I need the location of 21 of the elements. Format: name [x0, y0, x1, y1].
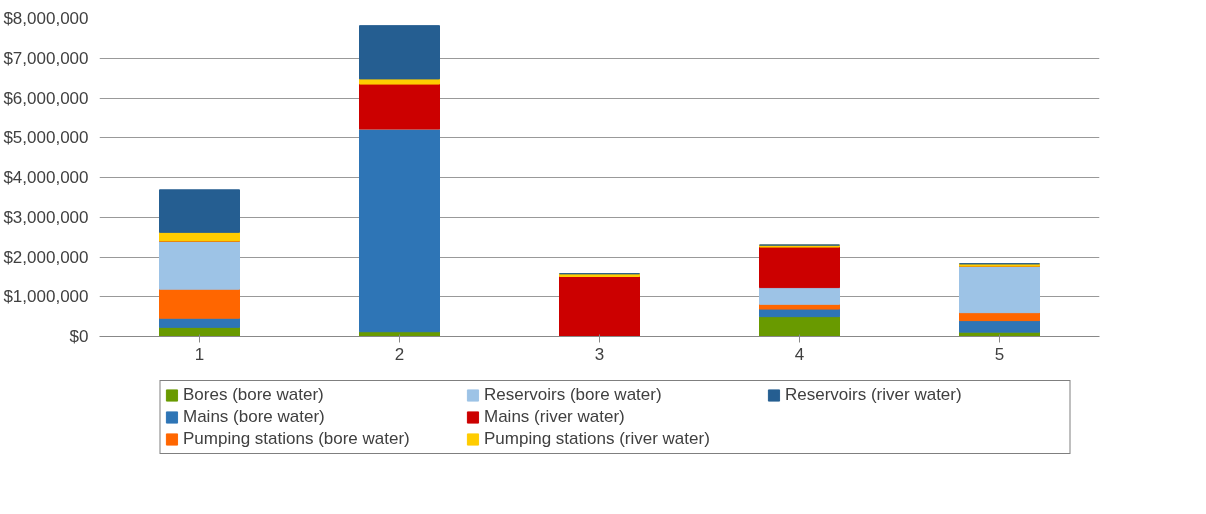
y-tick-label: $8,000,000	[3, 9, 89, 28]
x-tick-label: 2	[394, 344, 405, 364]
y-tick-label: $0	[69, 327, 89, 346]
y-tick-label: $3,000,000	[3, 207, 89, 227]
legend-label: Bores (bore water)	[183, 385, 325, 405]
x-tick-label: 5	[994, 344, 1005, 364]
y-tick-label: $6,000,000	[3, 88, 89, 108]
x-tick-label: 3	[594, 344, 605, 364]
x-tick-label: 1	[194, 344, 205, 364]
legend-label: Reservoirs (bore water)	[484, 385, 663, 405]
legend-label: Pumping stations (river water)	[484, 429, 711, 449]
x-tick-label: 4	[794, 344, 805, 364]
legend-label: Mains (river water)	[484, 407, 626, 427]
y-tick-label: $1,000,000	[3, 287, 89, 307]
y-tick-label: $5,000,000	[3, 128, 89, 148]
y-tick-label: $2,000,000	[3, 247, 89, 267]
legend-label: Mains (bore water)	[183, 407, 326, 427]
y-tick-label: $4,000,000	[3, 168, 89, 187]
y-tick-label: $7,000,000	[3, 48, 89, 68]
legend-label: Reservoirs (river water)	[785, 385, 963, 405]
legend-label: Pumping stations (bore water)	[183, 429, 411, 449]
